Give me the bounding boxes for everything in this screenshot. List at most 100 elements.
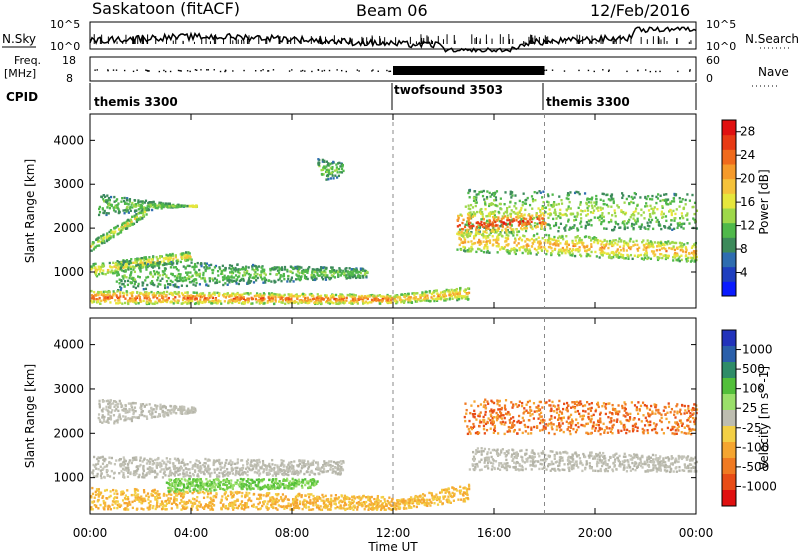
velocity-cell	[183, 408, 186, 412]
power-cell	[279, 296, 282, 299]
power-cell	[571, 225, 575, 229]
power-cell	[612, 251, 615, 255]
power-cell	[590, 250, 593, 254]
power-cell	[214, 264, 218, 268]
power-cell	[492, 224, 495, 227]
power-cell	[317, 268, 320, 272]
power-cell	[284, 302, 287, 305]
power-cell	[583, 235, 587, 239]
power-cell	[189, 300, 192, 303]
power-cell	[238, 279, 242, 283]
power-cell	[152, 264, 155, 268]
velocity-cell	[188, 471, 192, 475]
power-cell	[94, 262, 97, 266]
power-cell	[144, 256, 148, 259]
power-cell	[93, 246, 96, 249]
power-cell	[565, 224, 568, 227]
power-cell	[350, 302, 353, 305]
power-cell	[537, 245, 540, 249]
power-cell	[107, 196, 111, 200]
power-cell	[108, 202, 111, 205]
power-cell	[190, 261, 193, 264]
power-cell	[278, 300, 281, 303]
velocity-cell	[134, 473, 137, 477]
power-cell	[156, 264, 159, 267]
power-cell	[215, 281, 219, 284]
velocity-cell	[161, 406, 164, 409]
power-cell	[505, 249, 508, 252]
power-cell	[659, 240, 663, 244]
power-cell	[113, 195, 116, 199]
power-cell	[249, 273, 252, 277]
power-cell	[169, 266, 173, 269]
power-cell	[505, 243, 508, 247]
power-cell	[428, 291, 431, 294]
power-cell	[467, 297, 470, 301]
power-cell	[278, 267, 282, 270]
power-cell	[289, 280, 292, 283]
power-cell	[678, 217, 682, 220]
power-cell	[188, 302, 192, 305]
power-cell	[639, 253, 643, 257]
power-cell	[599, 214, 602, 218]
power-cell	[482, 189, 485, 193]
velocity-cell	[122, 415, 125, 418]
power-cell	[662, 254, 665, 258]
velocity-cell	[179, 412, 182, 415]
power-cell	[168, 202, 172, 205]
power-cell	[115, 295, 119, 298]
power-cell	[177, 291, 180, 294]
power-cell	[483, 230, 487, 233]
power-cell	[256, 276, 259, 280]
velocity-cell	[262, 468, 266, 471]
power-cell	[505, 239, 508, 242]
power-cell	[297, 275, 300, 278]
power-cell	[506, 228, 509, 232]
power-cell	[638, 225, 641, 229]
power-cell	[242, 297, 245, 301]
power-cell	[138, 258, 141, 261]
power-cell	[485, 242, 488, 246]
power-cell	[104, 290, 107, 293]
power-cell	[174, 283, 177, 286]
power-cell	[390, 298, 393, 301]
power-cell	[232, 292, 235, 295]
velocity-cell	[326, 470, 329, 473]
power-cell	[559, 208, 562, 212]
power-cell	[122, 277, 125, 280]
power-cell	[302, 272, 305, 275]
power-cell	[593, 216, 596, 219]
power-cell	[458, 288, 462, 292]
power-cell	[160, 300, 163, 303]
power-cell	[457, 214, 460, 218]
power-cell	[108, 237, 111, 240]
power-cell	[338, 161, 341, 165]
velocity-cell	[181, 458, 184, 461]
power-cell	[175, 262, 179, 265]
power-cell	[223, 276, 226, 280]
y-tick-label: 3000	[53, 177, 84, 191]
power-cell	[644, 256, 647, 260]
power-cell	[494, 198, 498, 202]
power-cell	[129, 291, 132, 295]
power-cell	[621, 196, 624, 200]
power-cell	[674, 212, 677, 216]
power-cell	[479, 211, 482, 214]
power-cell	[419, 296, 422, 299]
power-cell	[629, 247, 632, 251]
power-cell	[482, 232, 485, 236]
power-cell	[519, 214, 522, 218]
power-cell	[330, 171, 333, 175]
power-cell	[181, 293, 185, 296]
power-cell	[137, 302, 140, 305]
power-cell	[204, 280, 207, 283]
power-cell	[326, 164, 329, 167]
power-cell	[676, 222, 679, 225]
nave-block	[393, 66, 545, 75]
power-cell	[565, 249, 568, 252]
power-cell	[330, 266, 333, 269]
power-cell	[466, 295, 469, 299]
freq-dot	[96, 69, 98, 71]
power-cell	[161, 277, 164, 280]
power-cell	[222, 283, 225, 287]
